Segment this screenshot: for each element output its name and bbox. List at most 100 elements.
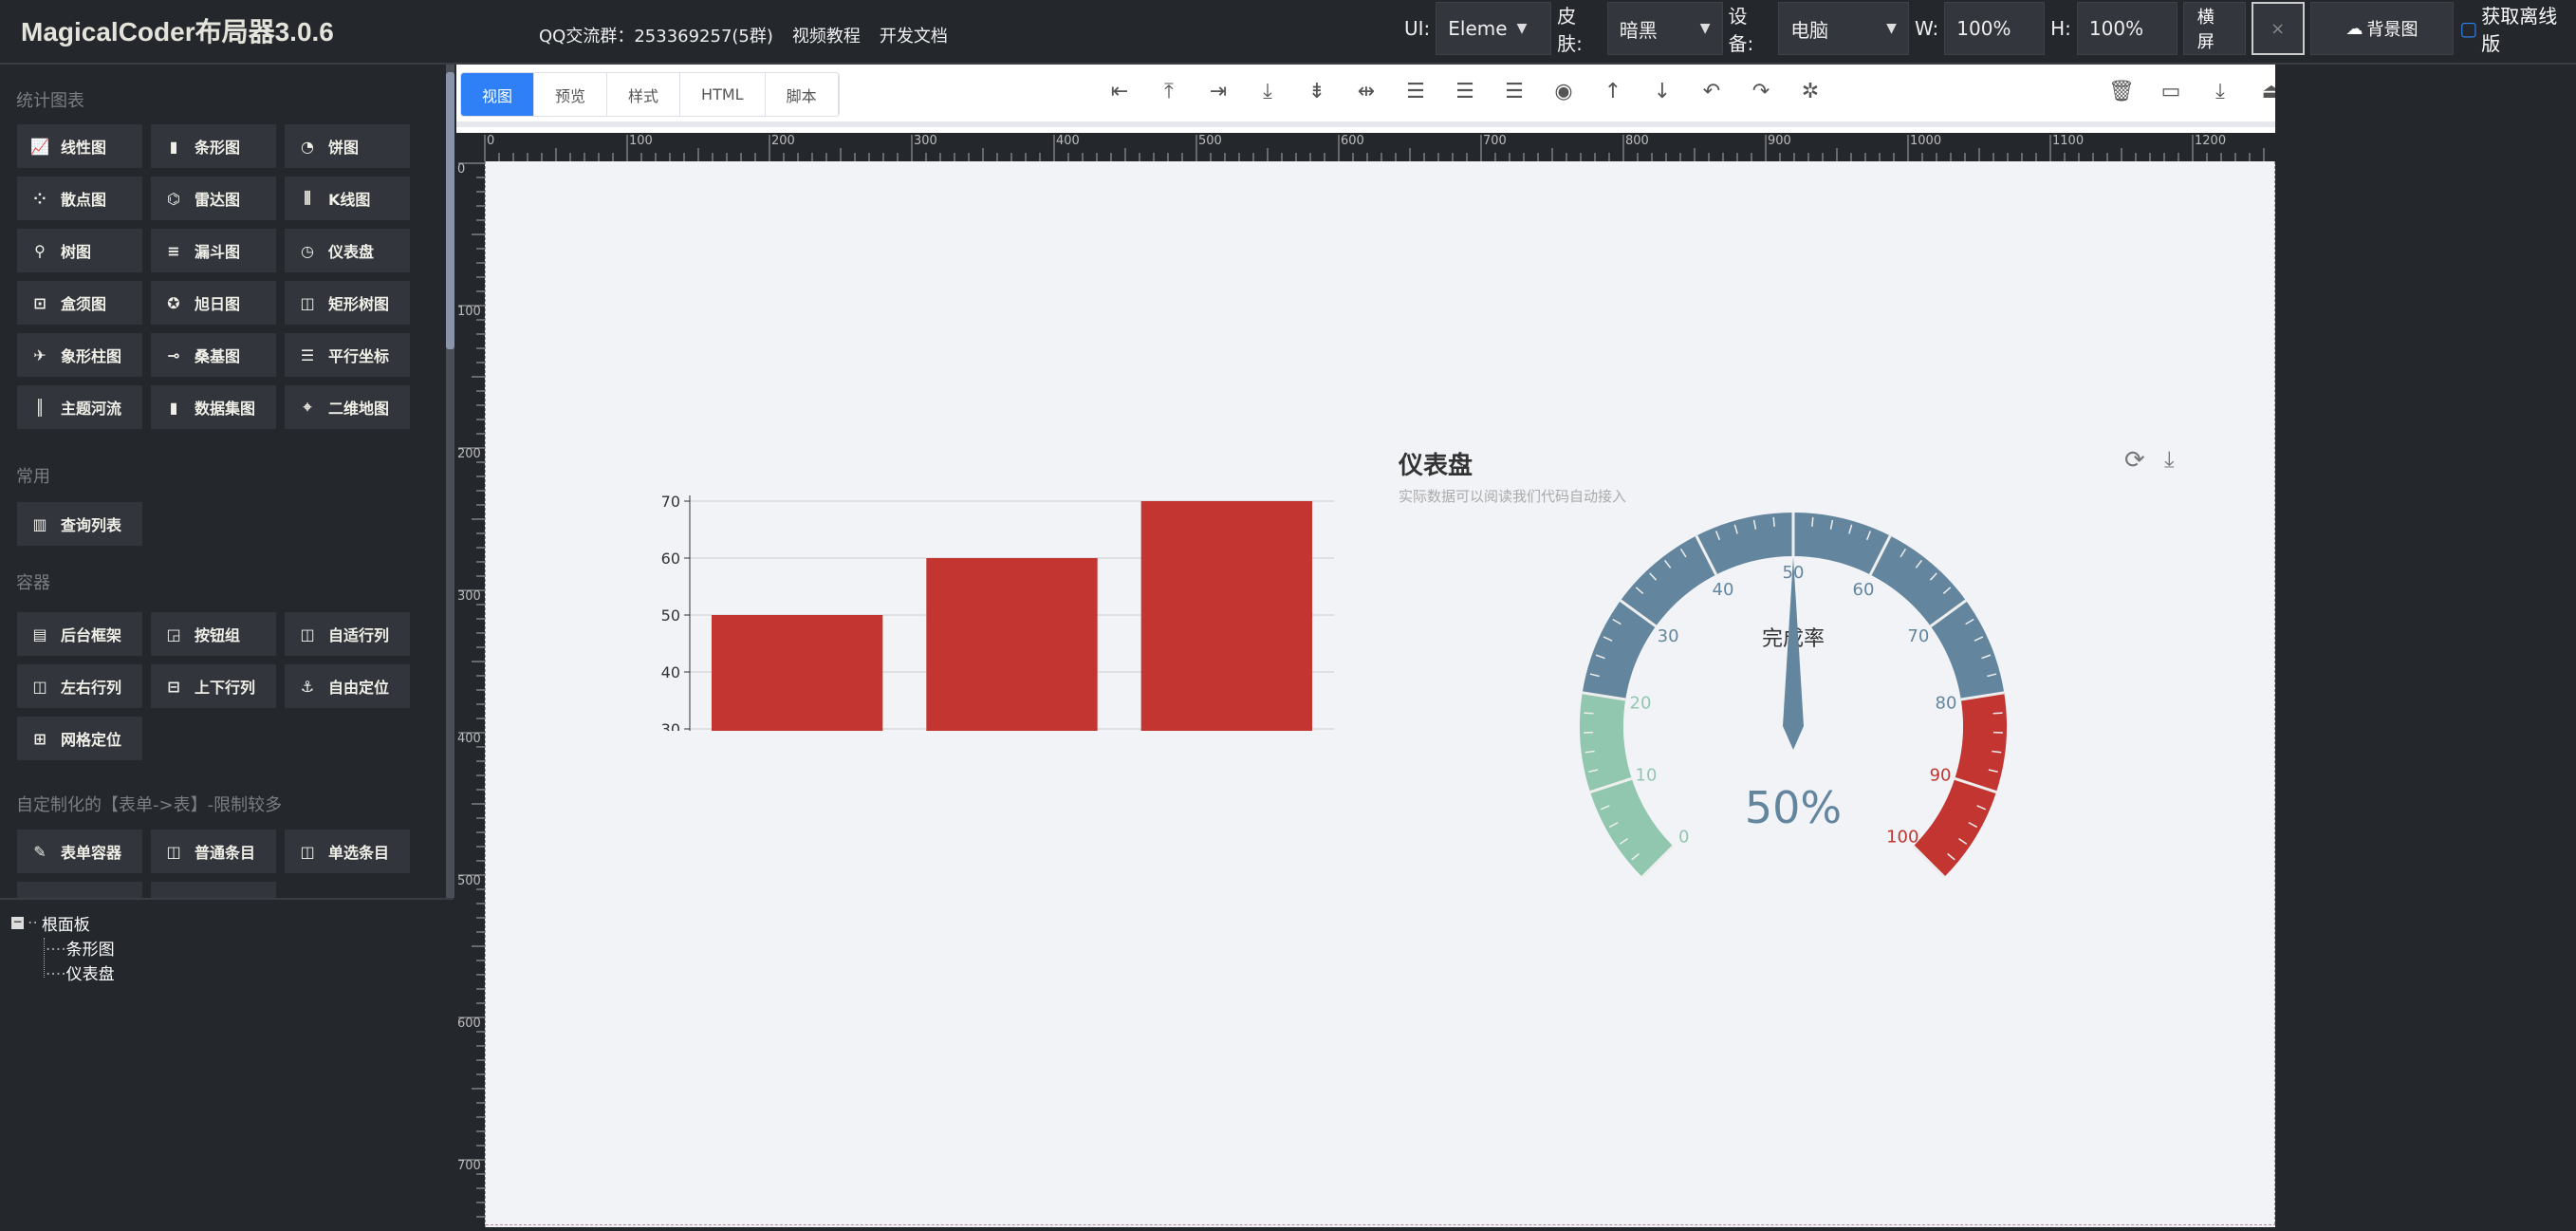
component-item[interactable]: ◫自适行列: [285, 612, 410, 656]
height-input[interactable]: 100%: [2077, 2, 2178, 55]
component-item[interactable]: ║主题河流: [17, 385, 142, 429]
component-item[interactable]: ◫左右行列: [17, 664, 142, 708]
width-input[interactable]: 100%: [1944, 2, 2045, 55]
component-item[interactable]: ☰平行坐标: [285, 333, 410, 377]
dev-docs-link[interactable]: 开发文档: [880, 23, 948, 47]
tick: [1773, 517, 1774, 527]
align-right-icon[interactable]: ⇥: [1204, 80, 1232, 103]
gauge-chart[interactable]: 0102030405060708090100完成率50%: [1461, 446, 2125, 940]
component-item[interactable]: ✪旭日图: [151, 281, 276, 325]
close-button[interactable]: ×: [2252, 2, 2305, 55]
sidebar-scrollbar-thumb[interactable]: [446, 72, 454, 349]
download-icon[interactable]: ⤓: [2164, 446, 2175, 473]
component-label: 象形柱图: [61, 344, 121, 366]
component-item[interactable]: ⁘散点图: [17, 177, 142, 220]
save-icon[interactable]: ▭: [2157, 80, 2185, 103]
component-item[interactable]: ≡漏斗图: [151, 229, 276, 272]
tab-2[interactable]: 样式: [607, 73, 680, 116]
component-item[interactable]: ▮条形图: [151, 124, 276, 168]
y-tick-label: 60: [661, 550, 680, 568]
ruler-label: 500: [1198, 134, 1222, 148]
tab-3[interactable]: HTML: [680, 73, 766, 116]
tree-node-root[interactable]: − ·· 根面板: [11, 911, 90, 935]
text-right-icon[interactable]: ☰: [1500, 80, 1529, 103]
component-item[interactable]: ▥查询列表: [17, 502, 142, 546]
device-select[interactable]: 电脑▼: [1778, 2, 1909, 55]
component-label: 二维地图: [328, 396, 389, 419]
text-left-icon[interactable]: ☰: [1401, 80, 1430, 103]
tree-node-label: 根面板: [42, 911, 90, 935]
component-item[interactable]: ⚓自由定位: [285, 664, 410, 708]
landscape-button[interactable]: 横屏: [2183, 2, 2246, 55]
align-bottom-icon[interactable]: ⤓: [1253, 80, 1282, 103]
debug-icon[interactable]: ✲: [1796, 80, 1825, 103]
collapse-icon[interactable]: −: [11, 917, 24, 929]
component-item[interactable]: ✎表单容器: [17, 830, 142, 873]
trash-icon[interactable]: 🗑: [2107, 80, 2136, 103]
redo-icon[interactable]: ↷: [1747, 80, 1775, 103]
background-image-button[interactable]: ☁背景图: [2310, 2, 2455, 55]
component-item[interactable]: ◲按钮组: [151, 612, 276, 656]
align-left-icon[interactable]: ⇤: [1105, 80, 1134, 103]
tree-node-bar-chart[interactable]: ····条形图: [46, 936, 115, 960]
refresh-icon[interactable]: ⟳: [2124, 446, 2145, 475]
component-item[interactable]: ⚲树图: [17, 229, 142, 272]
component-label: 上下行列: [195, 675, 255, 698]
arrow-down-icon[interactable]: ↓: [1648, 80, 1677, 103]
component-item[interactable]: ⌖ 二维地图: [285, 385, 410, 429]
component-item[interactable]: ✈象形柱图: [17, 333, 142, 377]
component-item[interactable]: ⊟ 上下行列: [151, 664, 276, 708]
component-item[interactable]: ⊸桑基图: [151, 333, 276, 377]
center-horizontal-icon[interactable]: ⇹: [1352, 80, 1381, 103]
section-title: 统计图表: [16, 87, 84, 112]
record-icon[interactable]: ◉: [1549, 80, 1578, 103]
component-item[interactable]: ⌬雷达图: [151, 177, 276, 220]
video-tutorial-link[interactable]: 视频教程: [792, 23, 861, 47]
columns-icon: ◫: [164, 843, 183, 861]
component-item[interactable]: ⊡盒须图: [17, 281, 142, 325]
component-item[interactable]: ▮数据集图: [151, 385, 276, 429]
component-label: 平行坐标: [328, 344, 389, 366]
text-center-icon[interactable]: ☰: [1451, 80, 1479, 103]
undo-icon[interactable]: ↶: [1697, 80, 1726, 103]
map-icon: ⌖: [298, 398, 317, 417]
component-item[interactable]: 📈线性图: [17, 124, 142, 168]
y-tick-label: 40: [661, 663, 680, 681]
sunburst-icon: ✪: [164, 294, 183, 312]
rows-icon: ⊟: [164, 678, 183, 696]
tree-node-label: 仪表盘: [66, 965, 115, 984]
form-icon: ✎: [30, 843, 49, 861]
height-label: H:: [2050, 17, 2071, 40]
component-item[interactable]: ◫单选条目: [285, 830, 410, 873]
component-item[interactable]: ◫普通条目: [151, 830, 276, 873]
tab-1[interactable]: 预览: [534, 73, 607, 116]
center-vertical-icon[interactable]: ⇟: [1303, 80, 1331, 103]
component-item[interactable]: ◔饼图: [285, 124, 410, 168]
qq-group-link[interactable]: QQ交流群：253369257(5群): [539, 23, 773, 47]
component-item[interactable]: ◫矩形树图: [285, 281, 410, 325]
arrow-up-icon[interactable]: ↑: [1599, 80, 1627, 103]
chart-components: 📈线性图▮条形图◔饼图 ⁘散点图⌬雷达图⫼K线图 ⚲树图≡漏斗图◷仪表盘 ⊡盒须图✪旭…: [17, 124, 410, 429]
component-item[interactable]: ◷仪表盘: [285, 229, 410, 272]
design-canvas[interactable]: 010203040506070用户1用户2用户3 仪表盘 实际数据可以阅读我们代…: [485, 161, 2275, 1227]
component-item[interactable]: ⊞网格定位: [17, 717, 142, 760]
component-item[interactable]: [151, 882, 276, 898]
tab-4[interactable]: 脚本: [766, 73, 839, 116]
dataset-icon: ▮: [164, 399, 183, 417]
download-icon[interactable]: ⤓: [2206, 80, 2234, 103]
bar-chart[interactable]: 010203040506070用户1用户2用户3: [486, 161, 1340, 731]
offline-version-link[interactable]: ▢获取离线版: [2459, 1, 2576, 56]
ui-select[interactable]: Eleme▼: [1436, 2, 1551, 55]
tab-0[interactable]: 视图: [461, 73, 534, 116]
skin-select[interactable]: 暗黑▼: [1607, 2, 1723, 55]
component-item[interactable]: [17, 882, 142, 898]
tree-node-gauge[interactable]: ····仪表盘: [46, 961, 115, 984]
outer-background: [2275, 65, 2576, 1227]
component-item[interactable]: ⫼K线图: [285, 177, 410, 220]
align-top-icon[interactable]: ⤒: [1155, 80, 1183, 103]
component-label: 仪表盘: [328, 239, 374, 262]
component-item[interactable]: ▤后台框架: [17, 612, 142, 656]
